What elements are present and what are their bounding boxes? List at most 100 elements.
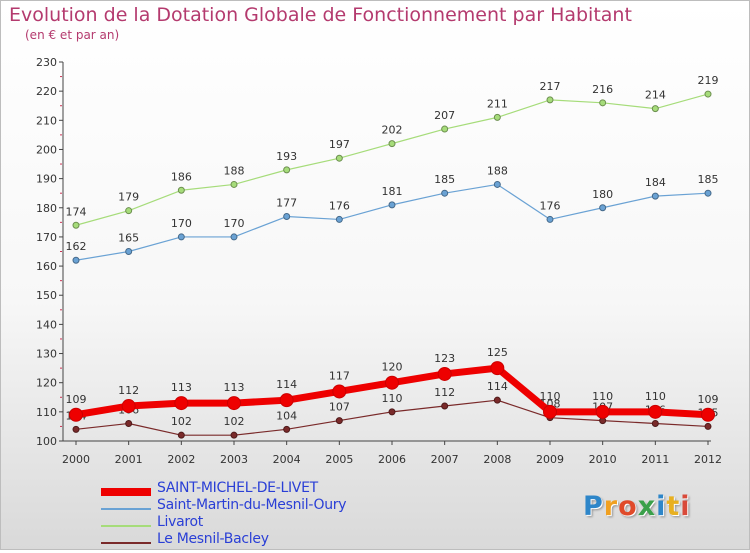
data-label-saint-michel-de-livet: 120 [382, 361, 403, 374]
data-point-saint-martin-du-mesnil-oury [283, 213, 291, 221]
data-label-saint-martin-du-mesnil-oury: 184 [645, 176, 666, 189]
proxiti-logo: Proxiti [583, 491, 691, 522]
data-label-saint-martin-du-mesnil-oury: 180 [592, 188, 613, 201]
data-label-saint-martin-du-mesnil-oury: 185 [434, 173, 455, 186]
data-label-saint-martin-du-mesnil-oury: 177 [276, 197, 297, 210]
data-label-livarot: 193 [276, 150, 297, 163]
data-label-livarot: 211 [487, 97, 508, 110]
data-label-livarot: 217 [540, 80, 561, 93]
data-point-saint-martin-du-mesnil-oury [704, 189, 712, 197]
data-point-saint-michel-de-livet [332, 384, 347, 399]
data-label-le-mesnil-bacley: 112 [434, 386, 455, 399]
x-tick-label: 2012 [694, 453, 722, 466]
x-tick-label: 2007 [431, 453, 459, 466]
x-tick-label: 2004 [273, 453, 301, 466]
data-label-saint-martin-du-mesnil-oury: 165 [118, 232, 139, 245]
legend-swatch [101, 542, 151, 544]
data-point-saint-martin-du-mesnil-oury [599, 204, 607, 212]
data-point-livarot [546, 96, 554, 104]
legend-label: Saint-Martin-du-Mesnil-Oury [157, 497, 347, 513]
data-point-saint-michel-de-livet [543, 404, 557, 419]
y-tick-label: 220 [36, 85, 57, 98]
data-point-saint-martin-du-mesnil-oury [125, 248, 133, 255]
data-label-saint-michel-de-livet: 110 [592, 390, 613, 403]
y-tick-label: 200 [36, 143, 57, 156]
data-label-livarot: 188 [224, 164, 245, 177]
data-point-saint-michel-de-livet [174, 396, 189, 411]
logo-letter: r [603, 491, 619, 522]
data-label-livarot: 216 [592, 83, 613, 96]
data-point-saint-michel-de-livet [437, 366, 452, 381]
data-point-saint-michel-de-livet [595, 404, 610, 419]
x-tick-label: 2000 [62, 453, 90, 466]
logo-letter: P [583, 491, 604, 522]
data-point-saint-martin-du-mesnil-oury [335, 215, 343, 223]
data-point-livarot [230, 180, 238, 188]
legend-label: SAINT-MICHEL-DE-LIVET [157, 480, 318, 496]
y-tick-label: 130 [36, 348, 57, 361]
data-point-le-mesnil-bacley [388, 408, 396, 416]
data-point-saint-michel-de-livet [69, 407, 83, 422]
data-point-saint-martin-du-mesnil-oury [72, 256, 80, 264]
data-point-saint-michel-de-livet [227, 396, 241, 411]
x-tick-label: 2006 [378, 453, 406, 466]
data-label-saint-michel-de-livet: 112 [118, 384, 139, 397]
x-tick-label: 2002 [167, 453, 195, 466]
data-point-saint-michel-de-livet [648, 404, 663, 419]
y-tick-label: 190 [36, 173, 57, 186]
x-tick-label: 2009 [536, 453, 564, 466]
data-label-livarot: 179 [118, 191, 139, 204]
legend-label: Le Mesnil-Bacley [157, 531, 269, 547]
y-tick-label: 230 [36, 56, 57, 69]
data-label-le-mesnil-bacley: 104 [276, 409, 297, 422]
data-label-saint-martin-du-mesnil-oury: 181 [382, 185, 403, 198]
logo-letter: i [656, 491, 667, 522]
y-tick-label: 180 [36, 202, 57, 215]
data-point-livarot [704, 90, 712, 98]
data-point-saint-martin-du-mesnil-oury [493, 180, 501, 188]
data-label-saint-michel-de-livet: 114 [276, 378, 297, 391]
data-point-le-mesnil-bacley [283, 425, 291, 433]
y-tick-label: 210 [36, 114, 57, 127]
data-point-livarot [599, 99, 607, 107]
x-tick-label: 2005 [325, 453, 353, 466]
data-point-livarot [72, 221, 80, 229]
data-point-livarot [651, 105, 659, 113]
data-point-le-mesnil-bacley [335, 417, 343, 425]
data-point-saint-martin-du-mesnil-oury [441, 189, 449, 197]
data-label-saint-michel-de-livet: 113 [171, 381, 192, 394]
data-point-le-mesnil-bacley [651, 420, 659, 428]
data-label-saint-martin-du-mesnil-oury: 176 [540, 199, 561, 212]
data-label-livarot: 174 [66, 205, 87, 218]
logo-letter: i [680, 491, 691, 522]
data-point-livarot [177, 186, 185, 194]
legend-swatch [101, 488, 151, 496]
data-point-saint-michel-de-livet [385, 375, 399, 390]
data-point-saint-martin-du-mesnil-oury [230, 233, 238, 241]
data-label-livarot: 197 [329, 138, 350, 151]
legend-swatch [101, 525, 151, 527]
data-label-saint-michel-de-livet: 109 [66, 393, 87, 406]
data-point-saint-michel-de-livet [279, 393, 294, 408]
y-tick-label: 120 [36, 377, 57, 390]
x-tick-label: 2011 [641, 453, 669, 466]
data-point-saint-michel-de-livet [701, 407, 715, 422]
data-point-le-mesnil-bacley [441, 402, 449, 410]
y-tick-label: 110 [36, 406, 57, 419]
chart-subtitle: (en € et par an) [25, 28, 120, 42]
data-point-le-mesnil-bacley [493, 396, 501, 404]
legend-swatch [101, 508, 151, 510]
data-label-le-mesnil-bacley: 102 [224, 415, 245, 428]
legend-label: Livarot [157, 514, 203, 530]
y-tick-label: 170 [36, 231, 57, 244]
data-label-livarot: 202 [382, 124, 403, 137]
data-label-saint-michel-de-livet: 113 [224, 381, 245, 394]
data-point-livarot [125, 207, 133, 215]
data-label-livarot: 207 [434, 109, 455, 122]
y-tick-label: 100 [36, 435, 57, 448]
data-label-saint-michel-de-livet: 117 [329, 369, 350, 382]
data-label-le-mesnil-bacley: 110 [382, 392, 403, 405]
x-tick-label: 2010 [589, 453, 617, 466]
data-label-le-mesnil-bacley: 107 [329, 401, 350, 414]
data-point-saint-martin-du-mesnil-oury [388, 201, 396, 209]
